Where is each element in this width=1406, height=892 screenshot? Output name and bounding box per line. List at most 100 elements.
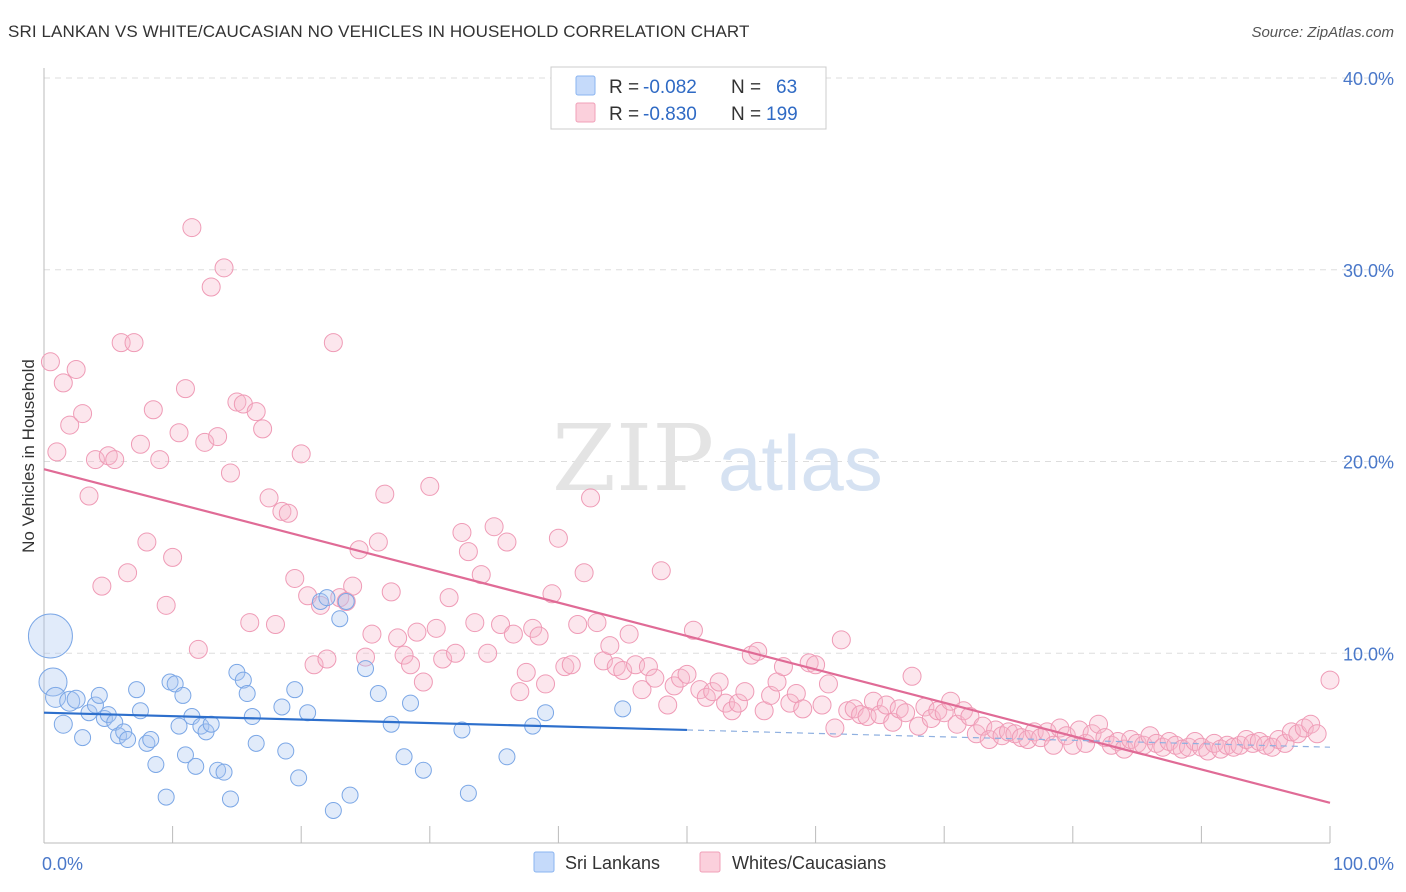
pink-point-115 <box>780 693 800 713</box>
watermark-atlas: atlas <box>718 419 883 507</box>
pink-point-82 <box>568 614 588 634</box>
pink-point-134 <box>902 666 922 686</box>
blue-point-42 <box>286 681 304 699</box>
pink-point-76 <box>529 626 549 646</box>
pink-point-124 <box>838 701 858 721</box>
pink-point-123 <box>831 630 851 650</box>
x-tick-labels: 0.0% 100.0% <box>42 854 1394 874</box>
blue-point-41 <box>277 742 295 760</box>
legend-frame <box>550 66 827 130</box>
pink-point-99 <box>677 664 697 684</box>
legend-swatch-sri-lankans <box>575 75 596 96</box>
pink-point-74 <box>516 662 536 682</box>
pink-point-2 <box>53 373 73 393</box>
pink-point-27 <box>214 258 234 278</box>
watermark: ZIP atlas <box>552 405 883 512</box>
pink-point-50 <box>362 624 382 644</box>
pink-point-39 <box>291 444 311 464</box>
blue-point-2 <box>45 686 67 708</box>
pink-point-3 <box>60 415 80 435</box>
blue-point-58 <box>459 784 477 802</box>
legend-n-value-0: 63 <box>776 77 797 98</box>
pink-point-8 <box>92 576 112 596</box>
legend-r-label-1: R = <box>609 104 639 125</box>
blue-point-47 <box>324 801 342 819</box>
pink-point-6 <box>79 486 99 506</box>
pink-point-62 <box>439 588 459 608</box>
pink-point-0 <box>40 352 60 372</box>
pink-point-18 <box>156 595 176 615</box>
series-whites-caucasians <box>40 218 1340 761</box>
blue-point-62 <box>614 700 632 718</box>
trend-line-sri-lankans <box>43 711 688 732</box>
pink-point-126 <box>851 705 871 725</box>
pink-point-171 <box>1140 726 1160 746</box>
pink-point-190 <box>1262 737 1282 757</box>
pink-point-65 <box>458 542 478 562</box>
pink-point-108 <box>735 682 755 702</box>
pink-point-14 <box>130 434 150 454</box>
pink-point-97 <box>664 676 684 696</box>
y-tick-labels: 10.0% 20.0% 30.0% 40.0% <box>1343 69 1394 664</box>
pink-point-162 <box>1082 724 1102 744</box>
pink-point-156 <box>1044 735 1064 755</box>
blue-point-6 <box>74 729 92 747</box>
pink-point-32 <box>246 402 266 422</box>
legend-n-label-1: N = <box>731 104 761 125</box>
trend-lines <box>43 468 1331 804</box>
pink-point-192 <box>1275 733 1295 753</box>
y-tick-label-1: 20.0% <box>1343 453 1394 473</box>
pink-point-122 <box>825 718 845 738</box>
pink-point-1 <box>47 442 67 462</box>
blue-point-0 <box>27 613 73 659</box>
pink-point-36 <box>272 501 292 521</box>
axes <box>43 68 1331 844</box>
pink-point-34 <box>259 488 279 508</box>
pink-point-143 <box>960 707 980 727</box>
pink-point-89 <box>613 661 633 681</box>
pink-point-15 <box>137 532 157 552</box>
pink-point-24 <box>195 432 215 452</box>
pink-point-110 <box>748 641 768 661</box>
pink-point-117 <box>793 699 813 719</box>
y-tick-label-2: 30.0% <box>1343 261 1394 281</box>
pink-point-23 <box>188 639 208 659</box>
pink-point-63 <box>446 643 466 663</box>
pink-point-70 <box>491 614 511 634</box>
pink-point-44 <box>323 333 343 353</box>
blue-point-53 <box>382 715 400 733</box>
pink-point-104 <box>709 672 729 692</box>
pink-point-106 <box>722 701 742 721</box>
blue-point-5 <box>66 689 86 709</box>
blue-point-61 <box>537 704 555 722</box>
pink-point-28 <box>220 463 240 483</box>
pink-point-68 <box>478 643 498 663</box>
pink-point-31 <box>240 613 260 633</box>
pink-point-57 <box>407 622 427 642</box>
chart-source: Source: ZipAtlas.com <box>1251 24 1394 41</box>
blue-point-44 <box>299 704 317 722</box>
pink-point-120 <box>812 695 832 715</box>
blue-point-26 <box>176 746 194 764</box>
legend-box: R = -0.082 N = 63 R = -0.830 N = 199 <box>550 66 827 130</box>
blue-point-40 <box>273 698 291 716</box>
series-sri-lankans <box>27 589 632 819</box>
pink-point-52 <box>375 484 395 504</box>
blue-point-4 <box>59 690 81 712</box>
pink-point-151 <box>1011 728 1031 748</box>
pink-point-66 <box>465 613 485 633</box>
pink-point-61 <box>433 649 453 669</box>
pink-point-146 <box>979 730 999 750</box>
blue-point-52 <box>369 685 387 703</box>
pink-point-90 <box>619 624 639 644</box>
pink-point-130 <box>876 695 896 715</box>
blue-point-32 <box>209 761 227 779</box>
pink-point-5 <box>73 404 93 424</box>
legend-r-value-1: -0.830 <box>643 104 697 125</box>
pink-point-12 <box>118 563 138 583</box>
pink-point-193 <box>1281 722 1301 742</box>
blue-point-15 <box>119 731 137 749</box>
blue-point-3 <box>53 714 73 734</box>
pink-point-121 <box>818 674 838 694</box>
